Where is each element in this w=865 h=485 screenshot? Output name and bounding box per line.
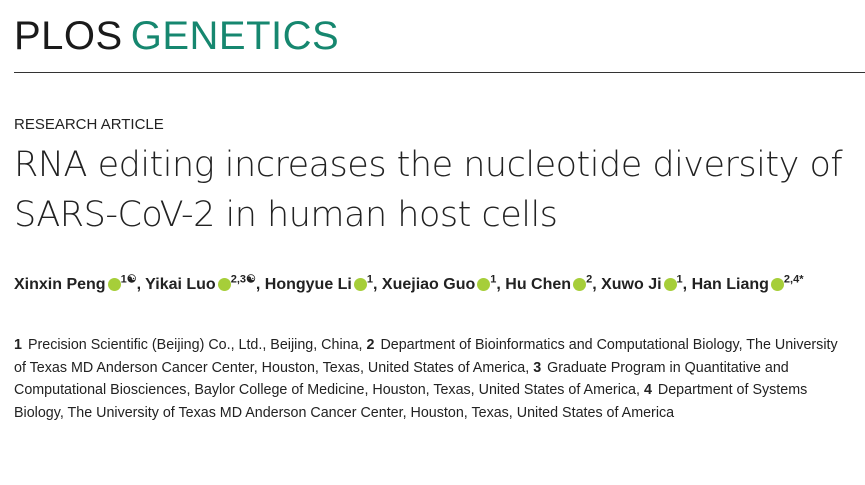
author-separator: ,	[592, 276, 597, 294]
author: Hongyue Li 1,	[264, 274, 378, 294]
author: Yikai Luo 2,3☯,	[145, 274, 261, 294]
author-name: Hongyue Li	[264, 276, 352, 294]
author-affiliation-marks: 2,4*	[783, 274, 804, 286]
author-separator: ,	[682, 276, 688, 294]
author-name: Yikai Luo	[145, 276, 216, 294]
author: Xinxin Peng 1☯,	[14, 274, 142, 294]
author-name: Xinxin Peng	[14, 276, 106, 294]
journal-prefix: PLOS	[14, 14, 123, 58]
orcid-icon[interactable]	[663, 278, 677, 292]
orcid-icon[interactable]	[353, 278, 367, 292]
author-name: Han Liang	[691, 276, 769, 294]
author-name: Xuejiao Guo	[381, 276, 476, 294]
author: Xuwo Ji 1,	[601, 274, 688, 294]
author: Hu Chen 2,	[505, 274, 597, 294]
affiliation-number: 2	[366, 337, 375, 353]
author: Xuejiao Guo 1,	[381, 274, 501, 294]
author-affiliation-marks: 1	[366, 274, 373, 286]
author-affiliation-marks: 1☯	[120, 274, 137, 286]
author-name: Hu Chen	[505, 276, 572, 294]
affiliation-text: Graduate Program in Quantitative and Com…	[14, 359, 789, 399]
affiliation-number: 4	[643, 382, 652, 398]
author-affiliation-marks: 1	[490, 274, 497, 286]
article-type: RESEARCH ARTICLE	[14, 116, 164, 133]
orcid-icon[interactable]	[573, 278, 587, 292]
orcid-icon[interactable]	[770, 278, 784, 292]
orcid-icon[interactable]	[477, 278, 491, 292]
author-name: Xuwo Ji	[601, 276, 662, 294]
author-affiliation-marks: 2,3☯	[230, 274, 256, 286]
orcid-icon[interactable]	[217, 278, 231, 292]
author-affiliation-marks: 1	[676, 274, 683, 286]
affiliation: 3 Graduate Program in Quantitative and Co…	[14, 360, 789, 399]
author-separator: ,	[373, 276, 378, 294]
affiliation: 1 Precision Scientific (Beijing) Co., Ltd…	[14, 337, 363, 353]
affiliation-text: Precision Scientific (Beijing) Co., Ltd.…	[27, 337, 363, 353]
affiliation: 4 Department of Systems Biology, The Univ…	[14, 382, 807, 421]
orcid-icon[interactable]	[107, 278, 121, 292]
affiliation-number: 1	[14, 337, 22, 353]
article-title: RNA editing increases the nucleotide div…	[14, 145, 843, 235]
author-separator: ,	[496, 276, 501, 294]
affiliation-text: Department of Systems Biology, The Unive…	[14, 382, 808, 421]
author: Han Liang 2,4*	[691, 274, 804, 294]
affiliation-number: 3	[533, 359, 542, 376]
author-separator: ,	[136, 276, 142, 294]
journal-name: GENETICS	[130, 14, 340, 58]
author-list: Xinxin Peng 1☯, Yikai Luo 2,3☯, Hongyue Li…	[14, 268, 854, 297]
author-affiliation-marks: 2	[586, 274, 593, 286]
affiliation-list: 1 Precision Scientific (Beijing) Co., Ltd…	[14, 334, 849, 424]
author-separator: ,	[255, 276, 261, 294]
header-rule	[14, 72, 865, 73]
masthead: PLOS GENETICS	[14, 14, 339, 59]
affiliation: 2 Department of Bioinformatics and Comput…	[14, 337, 838, 376]
affiliation-text: Department of Bioinformatics and Computa…	[14, 337, 838, 376]
